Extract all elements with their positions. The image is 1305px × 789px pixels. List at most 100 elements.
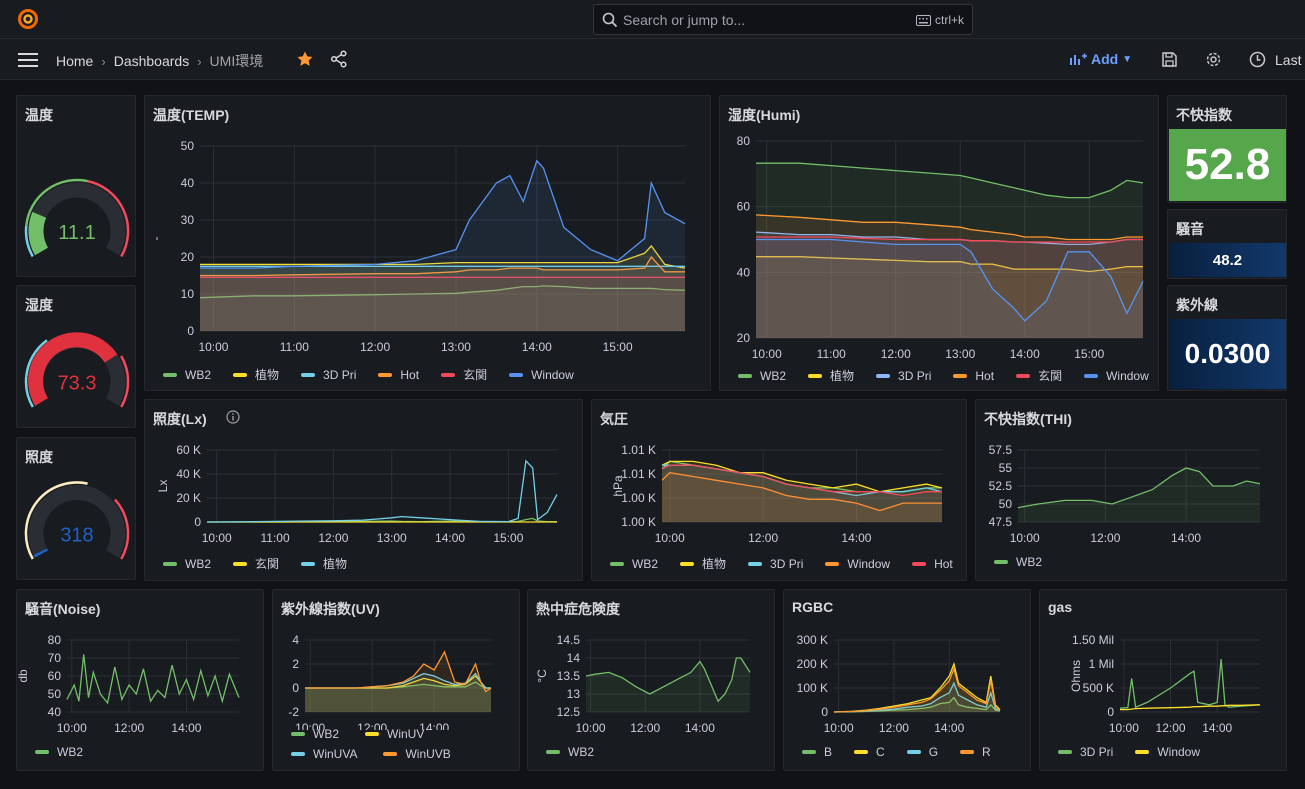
series-area [756,239,1143,338]
x-tick-label: 12:00 [114,721,144,735]
series-line[interactable] [833,666,1001,713]
search-box[interactable]: Search or jump to... ctrl+k [593,4,973,35]
legend-item[interactable]: Window [1084,367,1149,384]
legend-item[interactable]: WB2 [546,745,594,759]
series-area [756,163,1143,338]
legend-item[interactable]: 植物 [680,555,726,572]
y-tick-label: 1.00 K [621,491,656,505]
x-tick-label: 10:00 [1010,531,1040,545]
legend-item[interactable]: WB2 [610,555,658,572]
menu-icon[interactable] [18,52,38,68]
legend-item[interactable]: R [960,745,991,759]
legend-swatch [748,561,763,566]
x-tick-label: 12:00 [879,721,909,735]
legend-item[interactable]: WB2 [291,727,339,741]
series-line[interactable] [833,696,1001,713]
breadcrumb-home[interactable]: Home [56,53,94,69]
x-tick-label: 12:00 [318,531,348,545]
legend-item[interactable]: Window [509,366,574,383]
series-line[interactable] [661,464,942,497]
gauge-threshold [25,178,88,226]
legend-item[interactable]: 玄関 [233,555,279,572]
noise-stat-panel: 騒音 48.2 [1167,209,1287,279]
legend-item[interactable]: Hot [953,367,994,384]
legend-item[interactable]: 3D Pri [301,366,356,383]
x-tick-label: 15:00 [1074,347,1104,358]
legend-item[interactable]: 玄関 [441,366,487,383]
legend-item[interactable]: WB2 [163,555,211,572]
legend-label: WB2 [1016,555,1043,569]
series-line[interactable] [755,214,1143,241]
legend-item[interactable]: Hot [912,555,953,572]
star-icon[interactable] [296,50,314,68]
legend-swatch [854,750,869,754]
legend-item[interactable]: 植物 [233,366,279,383]
legend-item[interactable]: C [854,745,885,759]
series-line[interactable] [756,238,1144,322]
lux-chart: 0 20 K 40 K 60 K 10:00 11:00 12:00 13:00 14:00 15… [156,443,558,545]
gauge-threshold [113,498,130,560]
lux-gauge: 318 [24,481,130,560]
series-line[interactable] [199,285,686,299]
series-line[interactable] [833,681,1001,713]
y-tick-label: 12.5 [557,705,581,719]
legend-item[interactable]: Window [825,555,890,572]
gear-icon[interactable] [1205,51,1222,68]
series-line[interactable] [661,472,942,512]
legend-item[interactable]: WB2 [35,745,83,759]
legend-swatch [610,561,624,566]
legend-item[interactable]: B [802,745,832,759]
x-tick-label: 14:00 [1171,531,1201,545]
series-line[interactable] [1017,467,1261,509]
add-button[interactable]: Add ▼ [1069,51,1132,67]
legend-item[interactable]: Window [1135,745,1200,759]
x-tick-label: 14:00 [522,340,552,354]
series-line[interactable] [1119,659,1261,709]
legend-item[interactable]: WB2 [994,555,1042,569]
series-line[interactable] [756,256,1143,273]
series-line[interactable] [585,657,751,703]
legend-item[interactable]: 植物 [808,367,854,384]
series-line[interactable] [207,459,558,523]
series-line[interactable] [1120,704,1261,711]
press-chart: 1.00 K 1.00 K 1.01 K 1.01 K 10:00 12:00 14:00 h… [611,443,943,545]
legend-item[interactable]: Hot [378,366,419,383]
add-panel-icon [1070,53,1087,65]
series-line[interactable] [305,650,492,693]
clock-icon[interactable] [1249,51,1266,68]
series-line[interactable] [756,236,1143,243]
x-tick-label: 12:00 [1090,531,1120,545]
legend-item[interactable]: WinUVB [383,747,451,761]
series-line[interactable] [200,255,685,277]
series-line[interactable] [661,460,943,493]
share-icon[interactable] [330,50,348,68]
panel-title: 不快指数(THI) [984,411,1072,427]
legend-item[interactable]: WB2 [163,366,211,383]
time-range-label[interactable]: Last [1275,52,1302,68]
legend-item[interactable]: WinUVA [291,747,357,761]
legend-item[interactable]: G [906,745,938,759]
legend-item[interactable]: WB2 [738,367,786,384]
panel-title: 騒音 [1176,221,1204,237]
save-icon[interactable] [1161,51,1178,68]
chevron-right-icon: › [101,53,106,69]
series-line[interactable] [200,159,686,269]
legend-item[interactable]: 3D Pri [876,367,931,384]
series-area [305,652,491,712]
panel-title: 紫外線指数(UV) [281,601,380,617]
panel-title: 温度 [25,107,53,123]
legend-item[interactable]: 3D Pri [1058,745,1113,759]
legend-label: 玄関 [463,368,488,382]
y-tick-label: 60 K [176,443,201,457]
info-icon[interactable] [226,410,240,424]
series-line[interactable] [66,654,240,705]
grafana-logo-icon[interactable] [16,7,40,31]
legend-item[interactable]: 植物 [301,555,347,572]
legend-item[interactable]: 玄関 [1016,367,1062,384]
breadcrumb-dashboards[interactable]: Dashboards [113,53,190,69]
legend-item[interactable]: 3D Pri [748,555,803,572]
legend-item[interactable]: WinUV [365,727,424,741]
y-tick-label: 30 [181,213,195,227]
legend-label: Window [1106,368,1149,383]
series-line[interactable] [756,162,1144,199]
